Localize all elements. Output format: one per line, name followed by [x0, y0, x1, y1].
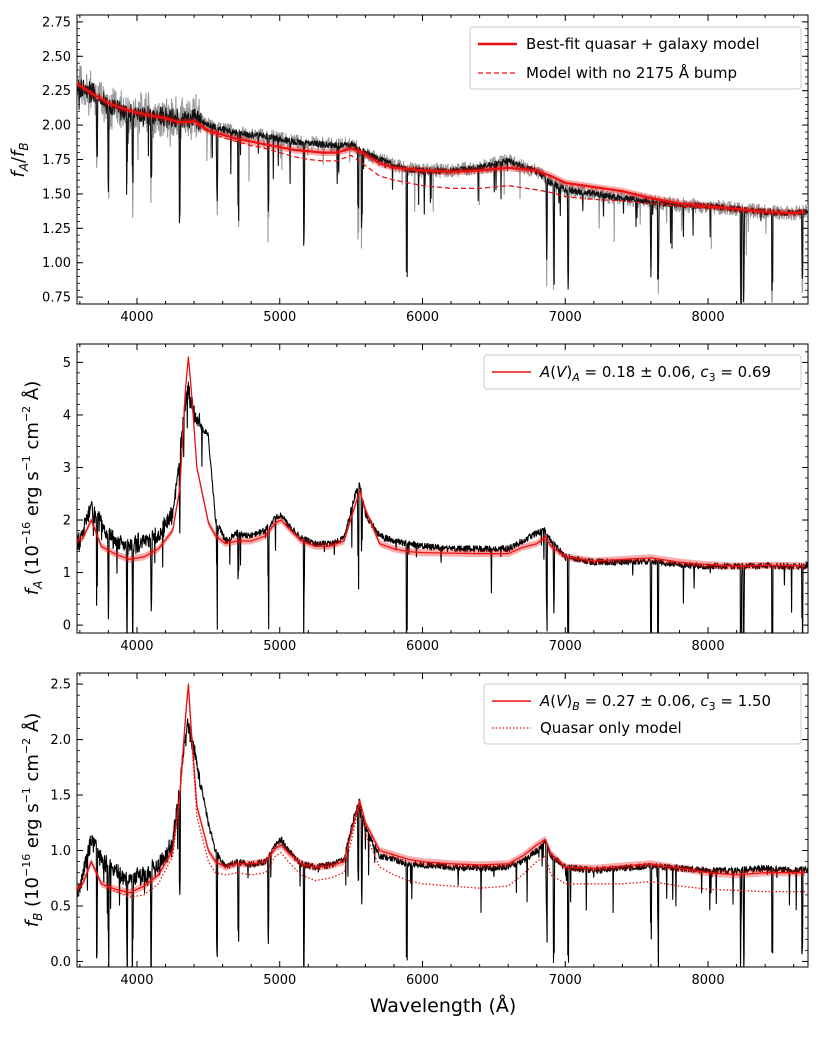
- x-tick-label: 8000: [692, 310, 725, 325]
- fA-observed-spectrum: [77, 381, 808, 633]
- ratio-legend-model: Best-fit quasar + galaxy model: [526, 35, 760, 53]
- y-tick-label: 2.50: [42, 50, 71, 65]
- y-tick-label: 1.5: [50, 789, 71, 804]
- ratio-solid-model-line: [77, 82, 806, 215]
- y-tick-label: 2.0: [50, 733, 71, 748]
- ratio-dashed-model-line: [77, 83, 806, 214]
- y-tick-label: 2.25: [42, 84, 71, 99]
- y-tick-label: 0: [63, 619, 71, 634]
- y-tick-label: 1.00: [42, 256, 71, 271]
- ratio-ylabel: fA/fB: [8, 142, 31, 177]
- y-tick-label: 1.0: [50, 844, 71, 859]
- ratio-legend-nobump: Model with no 2175 Å bump: [526, 63, 737, 82]
- x-tick-label: 4000: [120, 973, 153, 988]
- x-tick-label: 4000: [120, 639, 153, 654]
- y-tick-label: 2: [63, 514, 71, 529]
- ratio-model-band: [77, 80, 806, 217]
- y-tick-label: 0.5: [50, 899, 71, 914]
- ratio-observed-spectrum: [77, 79, 808, 304]
- y-tick-label: 1.75: [42, 153, 71, 168]
- y-tick-label: 3: [63, 461, 71, 476]
- fB-legend: A(V)B = 0.27 ± 0.06, c3 = 1.50 Quasar on…: [483, 683, 802, 745]
- x-axis-label: Wavelength (Å): [370, 994, 517, 1017]
- panel-flux-a: 4000 5000 6000 7000 8000 0 1 2 3 4 5 fA (10−16 er…: [20, 343, 809, 654]
- x-tick-label: 6000: [406, 973, 439, 988]
- y-tick-label: 1: [63, 566, 71, 581]
- x-tick-label: 6000: [406, 310, 439, 325]
- observed-error-trace: [77, 65, 808, 304]
- fB-legend-model: A(V)B = 0.27 ± 0.06, c3 = 1.50: [539, 692, 771, 713]
- fA-legend: A(V)A = 0.18 ± 0.06, c3 = 0.69: [483, 354, 802, 390]
- fA-solid-model-line: [77, 356, 806, 567]
- y-tick-label: 2.00: [42, 119, 71, 134]
- y-tick-label: 5: [63, 356, 71, 371]
- fA-ylabel: fA (10−16 erg s−1 cm−2 Å): [20, 381, 45, 596]
- y-tick-label: 0.0: [50, 955, 71, 970]
- x-tick-label: 4000: [120, 310, 153, 325]
- y-tick-label: 2.75: [42, 15, 71, 30]
- y-tick-label: 4: [63, 408, 71, 423]
- fB-legend-quasar: Quasar only model: [540, 719, 682, 737]
- ratio-legend: Best-fit quasar + galaxy model Model wit…: [469, 26, 802, 90]
- fB-ylabel: fB (10−16 erg s−1 cm−2 Å): [20, 713, 45, 928]
- x-tick-label: 6000: [406, 639, 439, 654]
- x-tick-label: 5000: [263, 310, 296, 325]
- fB-observed-spectrum: [77, 718, 808, 967]
- y-tick-label: 2.5: [50, 678, 71, 693]
- x-tick-label: 8000: [692, 973, 725, 988]
- y-tick-label: 1.25: [42, 222, 71, 237]
- x-tick-label: 7000: [549, 639, 582, 654]
- panel-flux-b: 4000 5000 6000 7000 8000 0.00.51.01.52.02.5 …: [20, 672, 809, 988]
- fA-legend-model: A(V)A = 0.18 ± 0.06, c3 = 0.69: [539, 363, 771, 384]
- panel-flux-ratio: 4000 5000 6000 7000 8000 0.75 1.00 1.25 1.50 1.7…: [8, 14, 809, 325]
- y-tick-label: 0.75: [42, 291, 71, 306]
- x-tick-label: 5000: [263, 639, 296, 654]
- y-tick-label: 1.50: [42, 187, 71, 202]
- x-tick-label: 8000: [692, 639, 725, 654]
- x-tick-label: 7000: [549, 973, 582, 988]
- fB-dotted-model-line: [77, 685, 806, 898]
- x-tick-label: 7000: [549, 310, 582, 325]
- fB-solid-model-line: [77, 683, 806, 894]
- x-tick-label: 5000: [263, 973, 296, 988]
